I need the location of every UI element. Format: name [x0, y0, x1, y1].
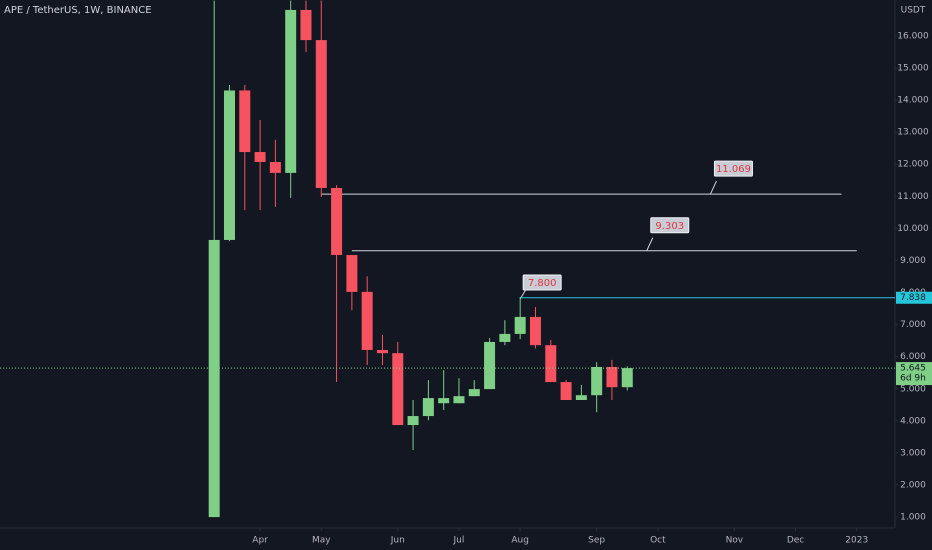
x-tick-label: Oct	[650, 536, 666, 546]
candle-body	[331, 187, 343, 256]
y-axis-label: USDT	[901, 6, 926, 16]
callout-label: 11.069	[716, 164, 751, 175]
y-tick-label: 3.000	[900, 448, 926, 458]
y-tick-label: 2.000	[900, 481, 926, 491]
callout-pointer	[709, 180, 717, 195]
candle-body	[300, 9, 312, 41]
candle-body	[407, 416, 419, 426]
candle-body	[499, 333, 511, 342]
candle-body	[376, 349, 388, 354]
price-tag	[896, 291, 932, 304]
candle-body	[606, 366, 618, 388]
candle-body	[254, 152, 266, 162]
candle-body	[223, 90, 235, 240]
y-tick-label: 13.000	[897, 128, 929, 138]
candle-body	[269, 161, 281, 173]
last-price-label: 5.645	[900, 364, 926, 374]
x-tick-label: Sep	[588, 536, 605, 546]
candle-body	[545, 345, 557, 383]
chart-title: APE / TetherUS, 1W, BINANCE	[4, 5, 152, 16]
y-tick-label: 4.000	[900, 416, 926, 426]
candle-body	[514, 316, 526, 334]
callout-box	[713, 160, 753, 177]
x-tick-label: May	[312, 536, 331, 546]
y-tick-label: 5.000	[900, 384, 926, 394]
y-tick-label: 16.000	[897, 31, 929, 41]
callout-box	[650, 217, 690, 234]
callout-box	[522, 274, 562, 291]
candle-body	[468, 389, 480, 397]
x-tick-label: Apr	[252, 536, 268, 546]
callout-label: 9.303	[655, 221, 684, 232]
x-tick-label: Dec	[787, 536, 804, 546]
candle-body	[560, 382, 572, 401]
y-tick-label: 1.000	[900, 513, 926, 523]
x-tick-label: 2023	[845, 536, 868, 546]
y-tick-label: 10.000	[897, 224, 929, 234]
y-tick-label: 12.000	[897, 160, 929, 170]
candle-body	[208, 239, 220, 518]
candle-body	[621, 368, 633, 388]
y-tick-label: 14.000	[897, 96, 929, 106]
candle-body	[285, 9, 297, 173]
candle-body	[392, 353, 404, 426]
x-tick-label: Aug	[511, 536, 529, 546]
candle-body	[484, 341, 496, 390]
candle-body	[315, 40, 327, 188]
y-tick-label: 6.000	[900, 352, 926, 362]
x-tick-label: Jul	[453, 536, 465, 546]
candle-body	[346, 255, 358, 292]
callout-pointer	[646, 237, 654, 251]
x-tick-label: Nov	[726, 536, 744, 546]
candle-body	[422, 398, 434, 417]
y-tick-label: 15.000	[897, 64, 929, 74]
callout-label: 7.800	[528, 278, 557, 289]
candle-body	[529, 316, 541, 346]
candle-body	[438, 398, 450, 404]
candle-body	[239, 90, 251, 153]
candle-body	[591, 366, 603, 396]
price-tag-label: 7.838	[900, 293, 926, 303]
last-price-tag	[896, 362, 932, 386]
candle-body	[361, 291, 373, 350]
x-tick-label: Jun	[390, 536, 405, 546]
y-tick-label: 7.000	[900, 320, 926, 330]
countdown-label: 6d 9h	[900, 374, 926, 384]
y-tick-label: 11.000	[897, 192, 929, 202]
candle-body	[575, 395, 587, 401]
y-tick-label: 9.000	[900, 256, 926, 266]
candle-body	[453, 396, 465, 404]
